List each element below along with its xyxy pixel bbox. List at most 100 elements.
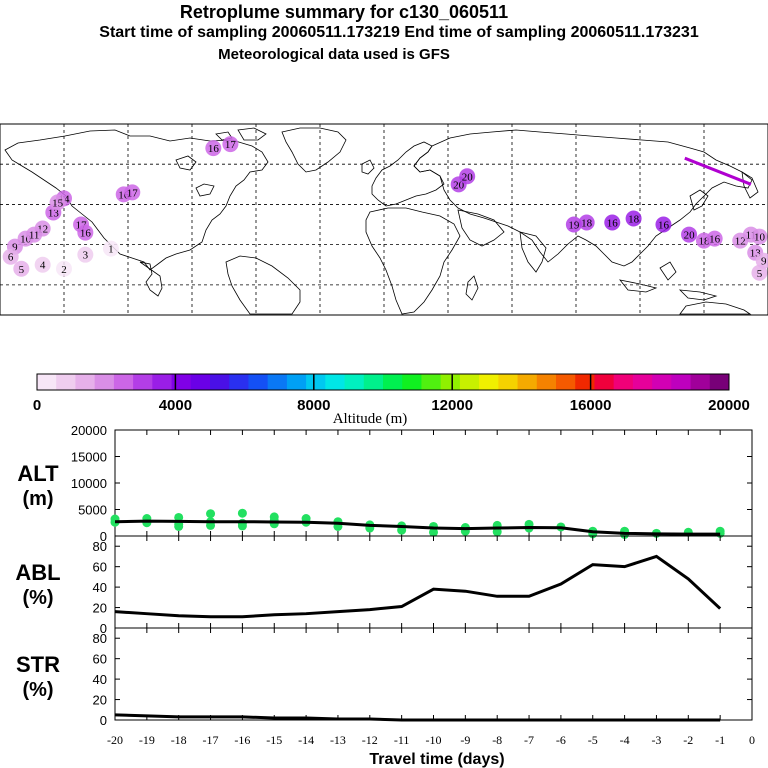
y-tick-label: 20 <box>93 601 107 616</box>
plume-marker: 11 <box>26 226 43 243</box>
plume-day-label: 16 <box>118 189 130 201</box>
colorbar-swatch <box>133 374 153 390</box>
y-axis-unit: (m) <box>22 488 53 510</box>
x-tick-label: -14 <box>298 733 314 747</box>
colorbar-tick-label: 0 <box>33 397 41 414</box>
plume-blob <box>13 260 30 277</box>
x-tick-label: -17 <box>203 733 219 747</box>
plume-day-label: 16 <box>658 220 670 232</box>
plume-day-label: 9 <box>761 256 767 268</box>
y-axis-title: STR <box>16 652 60 677</box>
panel-str: 0 20 40 60 80 STR(%) <box>16 627 753 728</box>
colorbar-swatch <box>479 374 499 390</box>
x-tick-label: -13 <box>330 733 346 747</box>
plume-day-label: 11 <box>29 230 40 242</box>
colorbar-swatch <box>575 374 595 390</box>
colorbar-swatch <box>306 374 326 390</box>
x-tick-label: -2 <box>683 733 693 747</box>
colorbar-swatch <box>37 374 57 390</box>
plume-marker: 2 <box>56 260 72 277</box>
colorbar-swatch <box>325 374 345 390</box>
colorbar-tick-label: 8000 <box>297 397 330 414</box>
map-panel: 1617141315171612109116543211617202019181… <box>0 123 768 316</box>
plume-marker: 17 <box>124 184 141 201</box>
colorbar-tick-label: 16000 <box>570 397 612 414</box>
plume-marker: 16 <box>655 216 672 233</box>
plume-marker: 6 <box>2 248 19 265</box>
x-tick-label: -8 <box>492 733 502 747</box>
plume-day-label: 18 <box>628 213 640 225</box>
x-tick-labels: -20 -19 -18 -17 -16 -15 -14 -13 -12 -11 -10 -9 -8 -7-… <box>107 733 755 747</box>
altitude-point <box>237 508 247 518</box>
plume-marker: 18 <box>625 210 642 227</box>
x-tick-label: -19 <box>139 733 155 747</box>
plume-day-label: 1 <box>108 244 114 256</box>
plume-day-label: 17 <box>225 139 237 151</box>
x-tick-label: -5 <box>588 733 598 747</box>
panel-abl: 0 20 40 60 80 ABL(%) <box>15 535 753 636</box>
colorbar-swatch <box>113 374 134 390</box>
plume-day-label: 6 <box>8 252 14 264</box>
plume-day-label: 16 <box>208 143 220 155</box>
colorbar-swatch <box>286 374 307 390</box>
x-tick-label: 0 <box>749 733 755 747</box>
colorbar-swatch <box>613 374 634 390</box>
plume-blob <box>124 184 141 201</box>
plume-day-label: 5 <box>19 264 25 276</box>
plume-marker: 16 <box>706 230 723 247</box>
plume-blob <box>751 264 768 281</box>
sampling-times: Start time of sampling 20060511.173219 E… <box>99 24 699 41</box>
plume-day-label: 12 <box>735 236 746 248</box>
y-tick-label: 80 <box>93 631 107 646</box>
plume-day-label: 10 <box>754 232 766 244</box>
x-tick-label: -20 <box>107 733 123 747</box>
plume-blob <box>205 140 222 157</box>
y-axis-unit: (%) <box>22 679 53 701</box>
altitude-point <box>174 512 184 522</box>
x-tick-label: -4 <box>620 733 630 747</box>
colorbar-swatch <box>671 374 691 390</box>
colorbar-tick-label: 12000 <box>431 397 473 414</box>
colorbar-swatch <box>248 374 269 390</box>
colorbar-swatch <box>383 374 403 390</box>
colorbar-swatch <box>363 374 384 390</box>
coastlines <box>4 127 759 315</box>
colorbar-swatch <box>498 374 518 390</box>
colorbar-swatch <box>210 374 230 390</box>
series-line-abl <box>114 554 722 619</box>
y-tick-label: 15000 <box>71 450 107 465</box>
y-tick-label: 20000 <box>71 423 107 438</box>
plume-blob <box>681 226 698 243</box>
y-tick-label: 80 <box>93 539 107 554</box>
plume-day-label: 20 <box>453 179 465 191</box>
plume-marker: 3 <box>77 246 94 263</box>
colorbar-swatch <box>536 374 557 390</box>
y-tick-label: 40 <box>93 672 107 687</box>
y-tick-label: 10000 <box>71 476 107 491</box>
plume-blob <box>655 216 672 233</box>
plume-blob <box>56 260 72 277</box>
x-tick-label: -10 <box>426 733 442 747</box>
colorbar-swatch <box>517 374 538 390</box>
plume-blob <box>102 240 119 257</box>
altitude-point <box>174 521 184 531</box>
y-tick-label: 0 <box>100 621 107 636</box>
plume-day-label: 17 <box>127 187 139 199</box>
x-tick-label: -1 <box>715 733 725 747</box>
plume-day-label: 19 <box>568 220 580 232</box>
plume-blob <box>755 252 768 269</box>
plume-blob <box>578 214 595 231</box>
x-tick-label: -15 <box>266 733 282 747</box>
colorbar-swatch <box>709 374 730 390</box>
plume-day-label: 16 <box>80 228 92 240</box>
x-tick-label: -7 <box>524 733 534 747</box>
plume-blob <box>751 228 768 245</box>
x-tick-label: -3 <box>651 733 661 747</box>
x-tick-label: -16 <box>234 733 250 747</box>
colorbar-tick-label: 20000 <box>708 397 750 414</box>
plume-day-label: 2 <box>61 264 67 276</box>
colorbar-swatch <box>690 374 711 390</box>
colorbar-swatch <box>556 374 576 390</box>
plume-day-label: 9 <box>12 242 18 254</box>
colorbar-swatch <box>594 374 615 390</box>
